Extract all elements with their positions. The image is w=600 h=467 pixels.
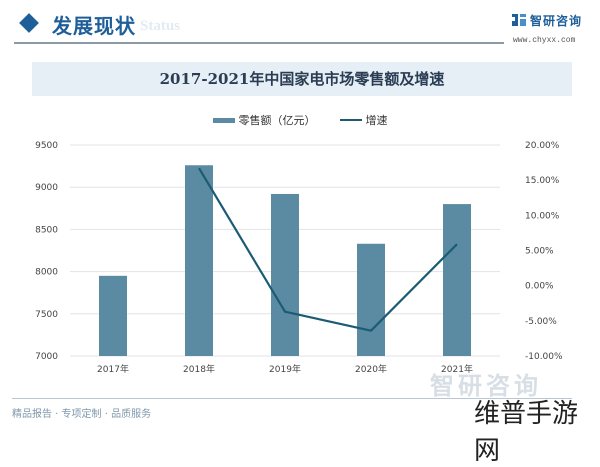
x-axis-tick: 2021年	[441, 363, 473, 375]
right-axis-tick: -10.00%	[525, 352, 563, 362]
section-subtitle: Status	[140, 18, 181, 34]
x-axis-tick: 2019年	[269, 363, 301, 375]
bar	[357, 243, 385, 356]
footer-divider	[12, 398, 572, 399]
bar	[99, 275, 127, 356]
header-divider	[14, 42, 504, 44]
right-axis-tick: 10.00%	[525, 211, 560, 221]
right-axis-tick: 5.00%	[525, 247, 554, 257]
site-badge: 维普手游网	[474, 399, 579, 466]
legend-label: 零售额（亿元）	[238, 114, 316, 127]
bar-swatch-icon	[212, 117, 235, 123]
legend-item-retail[interactable]: 零售额（亿元）	[212, 112, 316, 128]
right-axis-tick: 15.00%	[525, 176, 560, 186]
line-swatch-icon	[339, 119, 362, 121]
x-axis-tick: 2020年	[355, 363, 387, 375]
chart-title-band: 2017-2021年中国家电市场零售额及增速	[32, 62, 572, 96]
right-axis-tick: 0.00%	[525, 282, 554, 292]
left-axis-tick: 9500	[35, 141, 58, 151]
bar	[185, 165, 213, 356]
growth-line	[198, 167, 458, 332]
bar	[443, 204, 471, 356]
left-axis-tick: 9000	[35, 183, 58, 193]
left-axis-tick: 8500	[35, 225, 58, 235]
footer-tagline: 精品报告 · 专项定制 · 品质服务	[12, 409, 152, 420]
right-axis-tick: -5.00%	[525, 317, 557, 327]
section-header: Status 发展现状 智研咨询 www.chyxx.com	[0, 0, 600, 50]
logo-icon	[512, 14, 526, 26]
logo-url: www.chyxx.com	[513, 36, 576, 45]
left-axis-tick: 8000	[35, 268, 58, 278]
x-axis-tick: 2017年	[97, 363, 129, 375]
section-title: 发展现状	[52, 14, 136, 38]
legend-label: 增速	[365, 114, 388, 127]
logo-name: 智研咨询	[530, 14, 583, 28]
bar	[271, 193, 299, 356]
right-axis-tick: 20.00%	[525, 141, 560, 151]
x-axis-tick: 2018年	[183, 363, 215, 375]
left-axis-tick: 7000	[35, 352, 58, 362]
chart-legend: 零售额（亿元） 增速	[0, 112, 600, 128]
watermark: 智研咨询	[430, 372, 542, 400]
legend-item-growth[interactable]: 增速	[339, 112, 388, 128]
left-axis-tick: 7500	[35, 310, 58, 320]
chart-title: 2017-2021年中国家电市场零售额及增速	[159, 70, 445, 88]
chart-plot-area: 9500 9000 8500 8000 7500 7000 20.00% 15.00% 10.0…	[35, 141, 563, 375]
